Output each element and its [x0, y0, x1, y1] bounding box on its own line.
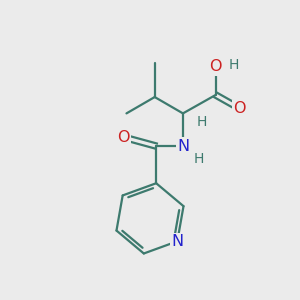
Text: O: O	[117, 130, 130, 145]
Text: N: N	[177, 139, 189, 154]
Text: O: O	[233, 101, 246, 116]
Text: H: H	[194, 152, 205, 166]
Text: H: H	[196, 115, 207, 129]
Text: N: N	[171, 234, 183, 249]
Text: H: H	[229, 58, 239, 72]
Text: O: O	[209, 59, 222, 74]
